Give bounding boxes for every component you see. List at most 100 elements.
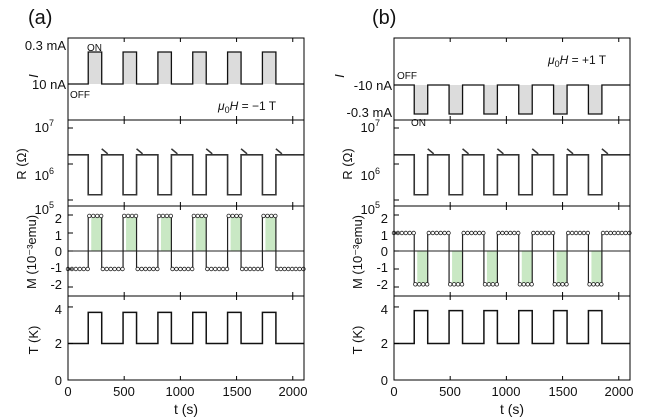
magnetization-marker <box>585 230 591 236</box>
magnetization-marker <box>461 230 466 236</box>
magnetization-marker <box>434 230 439 236</box>
temperature-plot-area <box>68 306 304 381</box>
magnetization-marker <box>490 282 496 287</box>
current-subplot: I -10 nA -0.3 mA OFF ON μ0H = +1 T <box>332 37 631 129</box>
magnetization-marker <box>81 266 86 272</box>
magnetization-marker <box>417 282 422 287</box>
resistance-ytick: 105 <box>35 200 54 217</box>
current-ytick-on: -0.3 mA <box>346 105 392 120</box>
magnetization-marker <box>289 266 295 272</box>
current-plot-area <box>394 84 630 115</box>
magnetization-ytick: 1 <box>381 228 388 243</box>
resistance-overshoot <box>275 148 283 155</box>
magnetization-marker <box>133 213 139 219</box>
magnetization-marker <box>399 230 405 236</box>
resistance-ytick: 106 <box>35 166 54 183</box>
magnetization-marker <box>573 230 579 236</box>
temperature-ytick: 0 <box>381 373 388 388</box>
magnetization-marker <box>91 213 96 219</box>
magnetization-ytick: 0 <box>55 244 62 259</box>
magnetization-ytick: 2 <box>381 211 388 226</box>
magnetization-fill <box>417 251 428 285</box>
magnetization-marker <box>108 266 113 272</box>
magnetization-marker <box>494 282 500 287</box>
current-pulse-fill <box>588 85 602 114</box>
resistance-overshoot <box>205 148 213 155</box>
magnetization-marker <box>135 266 140 272</box>
current-ylabel: I <box>332 74 347 78</box>
resistance-axes-frame <box>67 119 305 207</box>
magnetization-marker <box>612 230 617 236</box>
magnetization-marker <box>442 230 447 236</box>
magnetization-marker <box>104 266 109 272</box>
temperature-trace <box>68 311 304 345</box>
temperature-ytick: 0 <box>55 373 62 388</box>
current-pulse-fill <box>157 52 172 84</box>
magnetization-marker <box>251 266 257 272</box>
magnetization-marker <box>116 266 121 272</box>
x-tick-label: 1500 <box>549 384 578 399</box>
magnetization-marker <box>125 213 131 219</box>
magnetization-marker <box>239 266 245 272</box>
magnetization-marker <box>164 213 170 219</box>
magnetization-marker <box>238 213 243 219</box>
magnetization-marker <box>112 266 117 272</box>
magnetization-marker <box>569 230 575 236</box>
magnetization-marker <box>587 282 592 287</box>
magnetization-marker <box>100 266 106 272</box>
magnetization-marker <box>473 230 478 236</box>
magnetization-marker <box>243 266 249 272</box>
resistance-plot-area <box>394 127 630 201</box>
magnetization-marker <box>531 230 536 236</box>
resistance-trace <box>68 154 304 196</box>
magnetization-marker <box>151 266 156 272</box>
temperature-plot-area <box>394 306 630 381</box>
temperature-ylabel: T (K) <box>350 326 365 355</box>
current-off-annotation: OFF <box>397 71 417 82</box>
magnetization-marker <box>230 213 235 219</box>
magnetization-marker <box>282 266 287 272</box>
resistance-overshoot <box>462 148 470 155</box>
magnetization-marker <box>205 266 210 272</box>
magnetization-marker <box>595 282 600 287</box>
temperature-ytick: 4 <box>381 302 388 317</box>
magnetization-ytick: -2 <box>376 277 388 292</box>
magnetization-marker <box>178 266 183 272</box>
resistance-overshoot <box>427 148 435 155</box>
magnetization-marker <box>247 266 253 272</box>
magnetization-marker <box>459 282 465 287</box>
temperature-trace <box>394 309 630 345</box>
resistance-overshoot <box>496 148 504 155</box>
magnetization-marker <box>556 282 561 287</box>
magnetization-marker <box>560 282 565 287</box>
magnetization-fill <box>521 251 533 285</box>
magnetization-marker <box>77 266 82 272</box>
magnetization-marker <box>189 266 195 272</box>
panel-label: (a) <box>28 7 52 29</box>
magnetization-marker <box>156 213 162 219</box>
magnetization-fill <box>591 251 602 285</box>
magnetization-marker <box>517 282 523 287</box>
resistance-subplot: R (Ω) 107 106 105 <box>14 118 305 217</box>
x-tick-label: 1000 <box>492 384 521 399</box>
x-axis-label: t (s) <box>500 401 524 417</box>
magnetization-marker <box>182 266 187 272</box>
resistance-overshoot <box>601 148 609 155</box>
magnetization-marker <box>550 230 556 236</box>
current-pulse-fill <box>518 85 533 114</box>
magnetization-marker <box>87 213 92 219</box>
x-axis-label: t (s) <box>174 401 198 417</box>
magnetization-plot-area <box>391 214 632 288</box>
magnetization-marker <box>121 213 127 219</box>
magnetization-marker <box>430 230 435 236</box>
resistance-overshoot <box>136 148 144 155</box>
temperature-axes-frame <box>67 295 305 381</box>
magnetization-marker <box>216 266 222 272</box>
resistance-ytick: 107 <box>35 118 54 135</box>
magnetization-fill <box>556 251 568 285</box>
x-tick-label: 2000 <box>605 384 634 399</box>
magnetization-marker <box>220 266 226 272</box>
magnetization-ytick: 0 <box>381 244 388 259</box>
magnetization-marker <box>600 230 606 236</box>
temperature-ytick: 2 <box>381 336 388 351</box>
